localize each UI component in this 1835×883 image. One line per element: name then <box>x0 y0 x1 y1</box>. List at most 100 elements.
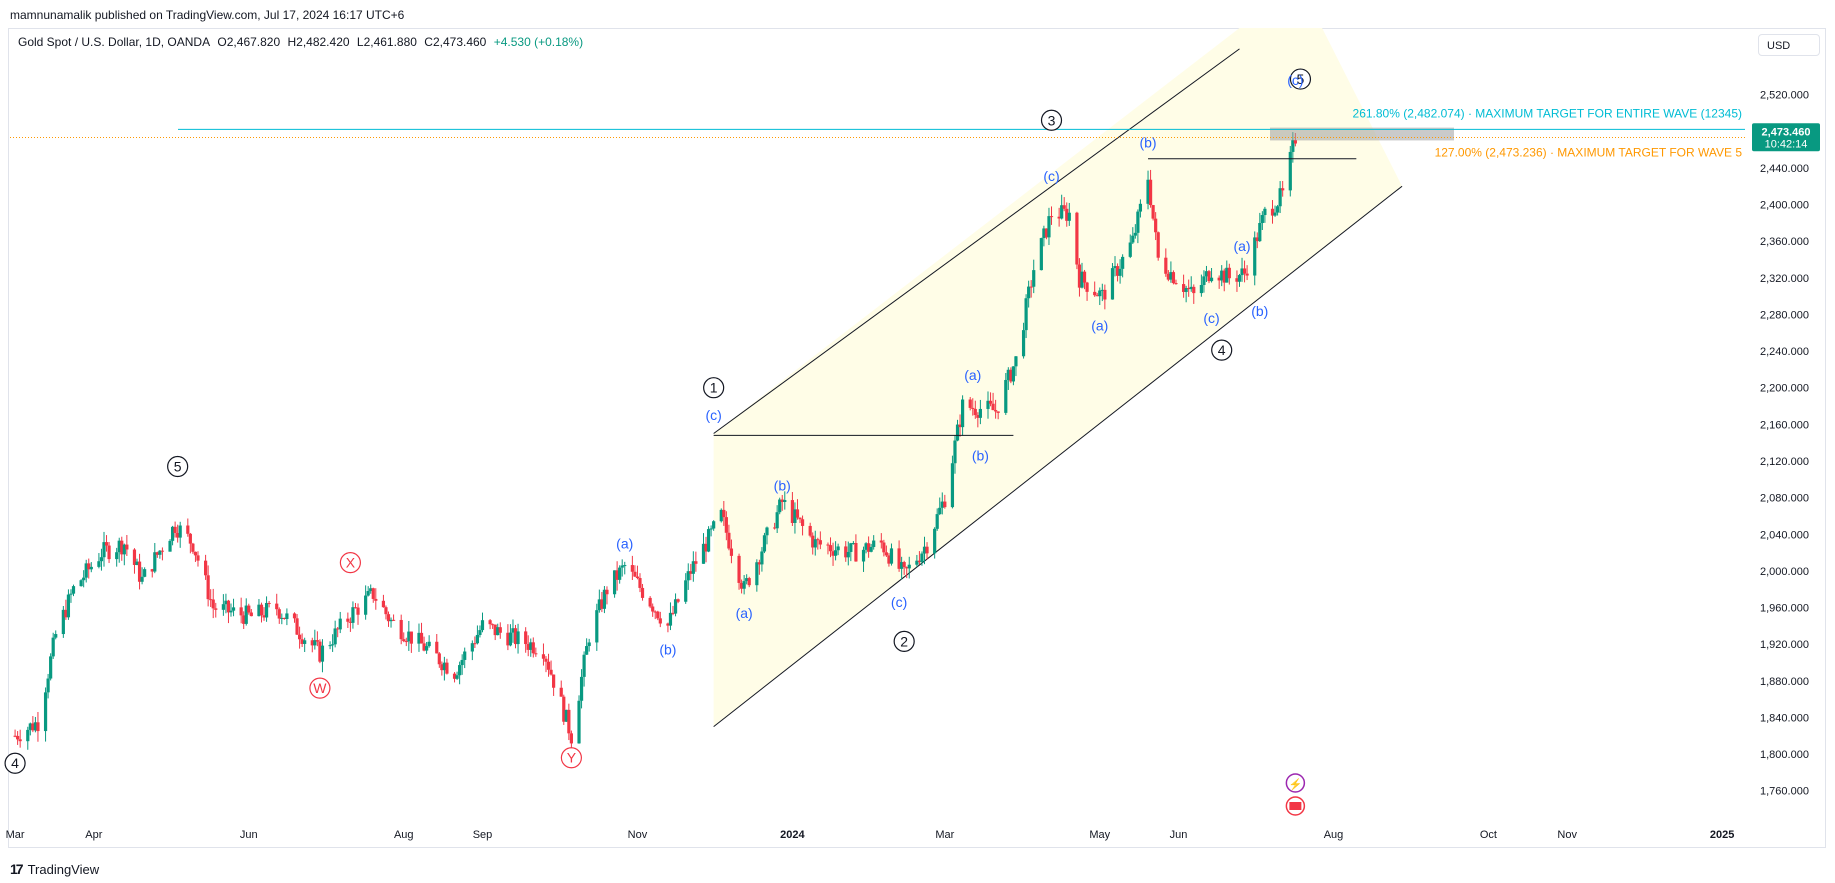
candle-body-2023-04-07 <box>107 545 111 560</box>
candle-body-2024-07-01 <box>1253 237 1257 276</box>
candle-body-2024-02-22 <box>922 546 927 554</box>
last-price-label: 2,473.460 <box>1762 126 1811 138</box>
tradingview-logo-icon[interactable]: 17 <box>10 861 24 877</box>
candle-body-2023-11-21 <box>686 571 690 581</box>
ohlc-close: C2,473.460 <box>424 35 487 49</box>
candle-body-2024-05-22 <box>1151 205 1155 219</box>
candle-body-2023-06-22 <box>300 639 304 644</box>
candle-body-2023-04-24 <box>150 569 154 572</box>
candle-body-2023-10-24 <box>615 570 619 580</box>
candle-body-2023-09-22 <box>534 653 538 655</box>
channel-lower-line <box>713 185 1403 727</box>
x-tick-label: Jun <box>240 829 258 841</box>
candle-body-2023-11-28 <box>704 543 708 552</box>
candle-body-2023-07-13 <box>353 607 358 609</box>
top-bar: mamnunamalik published on TradingView.co… <box>0 0 1835 28</box>
candle-body-2024-07-11 <box>1278 188 1282 207</box>
fib-level-label: 261.80% (2,482.074) · MAXIMUM TARGET FOR… <box>1353 106 1742 120</box>
candle-body-2024-02-05 <box>879 540 883 543</box>
publisher-line: mamnunamalik published on TradingView.co… <box>10 8 405 22</box>
candle-body-2024-06-10 <box>1199 284 1203 294</box>
candle-body-2024-06-21 <box>1227 267 1231 279</box>
candle-body-2024-06-19 <box>1222 270 1226 283</box>
symbol-legend: Gold Spot / U.S. Dollar, 1D, OANDA O2,46… <box>18 35 587 49</box>
candle-body-2024-02-06 <box>882 542 886 553</box>
candle-body-2024-06-18 <box>1220 270 1224 281</box>
candle-body-2023-12-04 <box>719 509 723 522</box>
candle-body-2024-07-05 <box>1263 208 1267 216</box>
candle-body-2023-07-05 <box>333 628 337 645</box>
candle-body-2024-05-31 <box>1174 283 1178 285</box>
candle-body-2023-03-01 <box>13 735 17 737</box>
candle-body-2024-05-06 <box>1110 268 1115 300</box>
candle-body-2023-07-21 <box>374 598 378 601</box>
candle-body-2023-07-26 <box>386 614 391 622</box>
wave-label-1: 1 <box>710 380 718 396</box>
candle-body-2024-07-17 <box>1293 140 1297 144</box>
y-tick-label: 1,960.000 <box>1760 603 1809 615</box>
candle-body-2023-10-02 <box>559 687 563 697</box>
candle-body-2023-06-29 <box>318 641 322 662</box>
candle-body-2024-03-26 <box>1006 369 1010 380</box>
sub-wave-label: (b) <box>972 447 989 463</box>
candle-body-2023-04-27 <box>158 550 162 555</box>
candle-body-2024-01-24 <box>849 543 853 552</box>
candle-body-2023-08-25 <box>463 651 467 660</box>
candle-body-2023-03-16 <box>51 637 55 657</box>
y-tick-label: 2,400.000 <box>1760 200 1809 212</box>
candle-body-2023-07-14 <box>356 607 360 615</box>
candle-body-2023-09-04 <box>488 620 492 625</box>
candle-body-2023-06-06 <box>259 604 264 616</box>
candle-body-2023-06-13 <box>277 609 281 619</box>
candle-body-2023-08-28 <box>470 643 474 652</box>
candle-body-2023-04-05 <box>102 542 106 558</box>
candle-body-2023-08-23 <box>458 665 462 676</box>
candle-body-2023-11-24 <box>694 561 698 564</box>
sub-wave-label: (c) <box>1203 310 1219 326</box>
symbol-name[interactable]: Gold Spot / U.S. Dollar, 1D, OANDA <box>18 35 211 49</box>
candle-body-2024-05-28 <box>1166 273 1170 280</box>
candle-body-2024-04-16 <box>1060 205 1064 219</box>
candle-body-2023-08-30 <box>475 634 480 644</box>
candle-body-2024-01-09 <box>811 535 815 548</box>
candle-body-2024-03-18 <box>986 400 990 409</box>
candle-body-2024-03-06 <box>955 424 960 441</box>
candle-body-2023-06-01 <box>247 605 251 613</box>
candle-body-2023-11-15 <box>671 612 675 614</box>
candle-body-2023-05-05 <box>178 525 182 538</box>
candle-body-2024-03-25 <box>1004 379 1008 413</box>
y-tick-label: 2,120.000 <box>1760 456 1809 468</box>
candle-body-2024-06-11 <box>1202 276 1206 285</box>
candle-body-2023-12-26 <box>775 512 779 529</box>
candle-body-2023-04-25 <box>153 552 157 572</box>
candle-body-2023-11-22 <box>689 571 693 574</box>
chart-frame[interactable] <box>8 28 1826 848</box>
candle-body-2023-10-31 <box>633 571 637 577</box>
candle-body-2023-12-25 <box>773 527 777 529</box>
candle-body-2024-04-24 <box>1080 271 1084 288</box>
sub-wave-label: (c) <box>1043 168 1059 184</box>
candle-body-2023-12-01 <box>712 521 716 529</box>
candle-body-2024-01-08 <box>808 525 812 536</box>
wave-label-w-circle <box>309 677 331 699</box>
candle-body-2023-06-28 <box>315 640 319 642</box>
candle-body-2024-04-18 <box>1065 208 1069 221</box>
x-tick-label: May <box>1089 829 1110 841</box>
candle-body-2024-03-14 <box>976 415 980 418</box>
candle-body-2024-04-26 <box>1085 282 1089 292</box>
y-tick-label: 2,520.000 <box>1760 90 1809 102</box>
wave-label-5: 5 <box>1297 71 1305 87</box>
candle-body-2023-12-06 <box>724 517 728 533</box>
candle-body-2023-09-13 <box>511 628 515 633</box>
currency-button[interactable]: USD <box>1758 34 1820 56</box>
candle-body-2023-04-19 <box>137 561 142 582</box>
footer-brand[interactable]: TradingView <box>27 861 100 877</box>
candle-body-2023-07-31 <box>399 619 403 640</box>
candle-body-2024-05-20 <box>1146 179 1150 204</box>
candle-body-2023-11-16 <box>673 599 678 614</box>
candle-body-2024-07-09 <box>1273 212 1277 216</box>
fib-level-label: 127.00% (2,473.236) · MAXIMUM TARGET FOR… <box>1435 145 1743 159</box>
candle-body-2023-12-07 <box>727 532 731 549</box>
candle-body-2023-07-27 <box>389 619 393 622</box>
